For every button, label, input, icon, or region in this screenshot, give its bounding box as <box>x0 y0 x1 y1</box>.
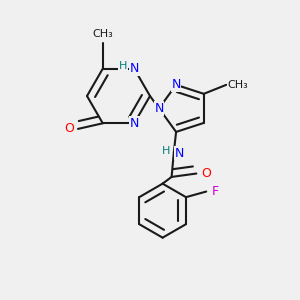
Text: O: O <box>202 167 212 180</box>
Text: N: N <box>154 102 164 115</box>
Text: CH₃: CH₃ <box>92 29 113 39</box>
Text: H: H <box>119 61 127 71</box>
Text: O: O <box>64 122 74 135</box>
Text: F: F <box>212 185 219 198</box>
Text: H: H <box>162 146 170 156</box>
Text: N: N <box>130 117 139 130</box>
Text: N: N <box>171 78 181 91</box>
Text: N: N <box>130 62 139 75</box>
Text: CH₃: CH₃ <box>227 80 248 90</box>
Text: N: N <box>175 147 184 160</box>
